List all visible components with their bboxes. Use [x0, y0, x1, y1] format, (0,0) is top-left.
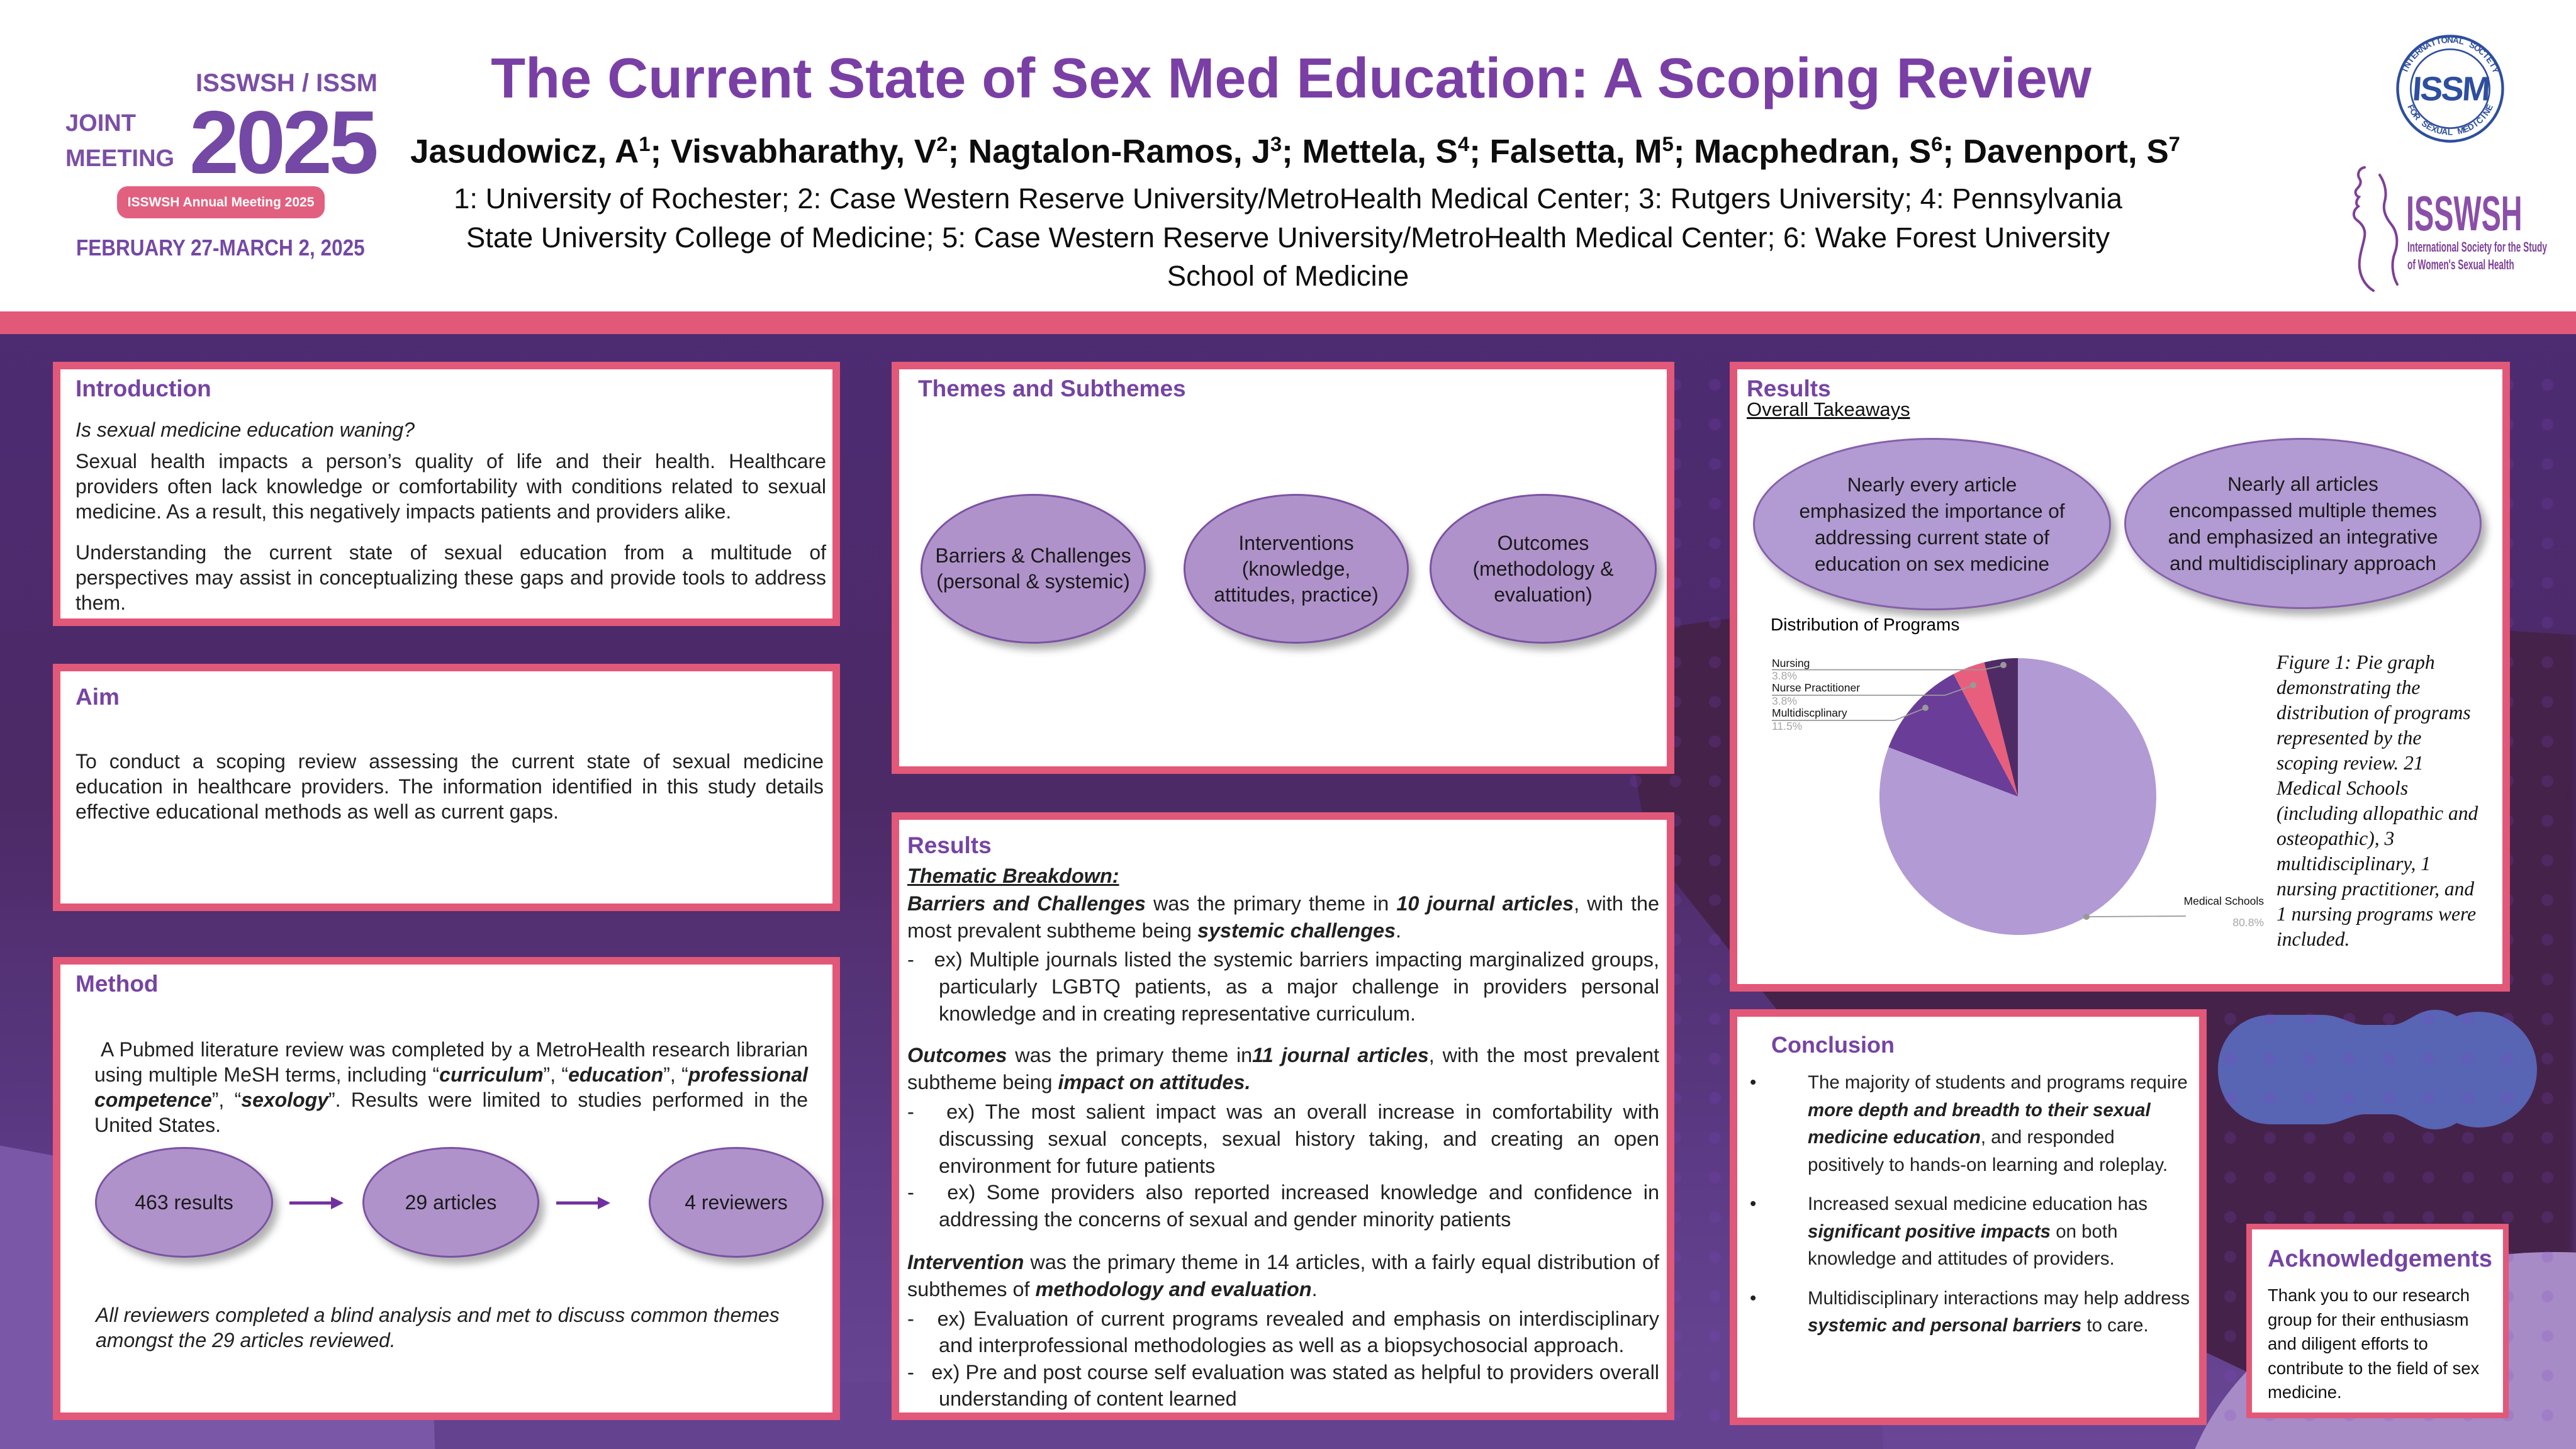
svg-text:Nurse Practitioner: Nurse Practitioner [1772, 681, 1860, 694]
svg-text:L: L [2448, 128, 2453, 137]
svg-text:I: I [2400, 67, 2410, 73]
svg-text:A: A [2452, 35, 2460, 45]
svg-text:U: U [2435, 125, 2443, 136]
svg-text:Nursing: Nursing [1772, 657, 1810, 669]
svg-text:N: N [2447, 35, 2453, 45]
svg-text:ISSWSH: ISSWSH [2406, 186, 2523, 241]
svg-text:M: M [2456, 125, 2466, 136]
svg-text:International Society for the: International Society for the Study [2407, 239, 2548, 255]
svg-text:3.8%: 3.8% [1772, 695, 1797, 707]
svg-text:Medical Schools: Medical Schools [2184, 895, 2265, 907]
svg-text:Multidiscplinary: Multidiscplinary [1772, 707, 1847, 719]
svg-text:I: I [2436, 36, 2441, 46]
svg-text:O: O [2441, 35, 2448, 45]
svg-text:3.8%: 3.8% [1772, 669, 1797, 682]
svg-text:80.8%: 80.8% [2232, 916, 2264, 929]
svg-text:A: A [2441, 126, 2449, 137]
svg-text:11.5%: 11.5% [1772, 720, 1802, 732]
svg-text:I: I [2472, 120, 2479, 128]
svg-text:ISSM: ISSM [2411, 70, 2490, 108]
svg-text:of Women's Sexual Health: of Women's Sexual Health [2407, 257, 2514, 272]
svg-text:L: L [2458, 36, 2465, 47]
